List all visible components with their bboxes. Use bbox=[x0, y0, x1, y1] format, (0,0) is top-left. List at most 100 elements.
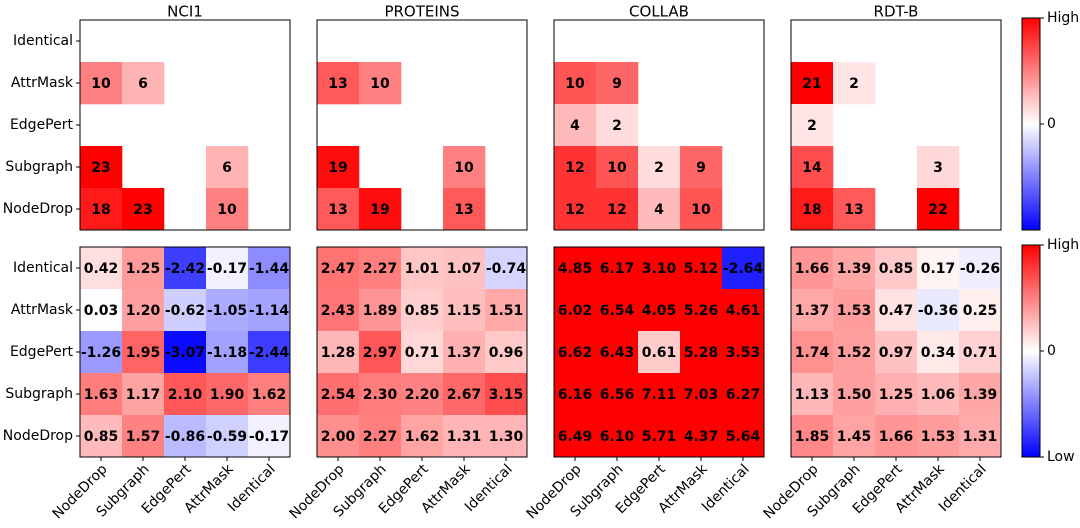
cell-label: 12 bbox=[565, 202, 584, 218]
cell-label: 23 bbox=[91, 160, 110, 176]
heatmap-cell bbox=[875, 289, 918, 332]
y-tick-label: NodeDrop bbox=[3, 201, 73, 217]
heatmap-cell bbox=[554, 331, 597, 374]
cell-label: 13 bbox=[844, 202, 863, 218]
cell-label: 0.71 bbox=[405, 345, 440, 361]
heatmap-cell bbox=[638, 247, 681, 290]
heatmap-cell bbox=[359, 331, 402, 374]
cell-label: 4 bbox=[654, 202, 664, 218]
heatmap-cell bbox=[680, 247, 723, 290]
cell-label: 2.30 bbox=[363, 387, 398, 403]
cell-label: 7.03 bbox=[684, 387, 719, 403]
cell-label: 10 bbox=[607, 160, 627, 176]
cell-label: 2 bbox=[807, 118, 817, 134]
cell-label: 6.27 bbox=[726, 387, 761, 403]
heatmap-cell bbox=[485, 247, 528, 290]
heatmap-cell bbox=[959, 331, 1002, 374]
cell-label: 3.10 bbox=[642, 261, 677, 277]
cell-label: 9 bbox=[696, 160, 706, 176]
heatmap-cell bbox=[443, 289, 486, 332]
cell-label: 13 bbox=[454, 202, 473, 218]
cell-label: -0.62 bbox=[165, 303, 205, 319]
cell-label: 1.31 bbox=[963, 429, 998, 445]
cell-label: 10 bbox=[565, 76, 585, 92]
heatmap-cell bbox=[722, 331, 765, 374]
heatmap-cell bbox=[206, 289, 249, 332]
heatmap-cell bbox=[959, 373, 1002, 416]
cell-label: -2.42 bbox=[165, 261, 205, 277]
y-tick-label: EdgePert bbox=[10, 117, 74, 133]
heatmap-cell bbox=[554, 188, 597, 231]
heatmap-cell bbox=[791, 415, 834, 458]
cell-label: 1.01 bbox=[405, 261, 440, 277]
heatmap-cell bbox=[80, 373, 123, 416]
cell-label: 10 bbox=[91, 76, 111, 92]
heatmap-cell bbox=[596, 247, 639, 290]
heatmap-cell bbox=[206, 146, 249, 189]
cell-label: 3.53 bbox=[726, 345, 761, 361]
heatmap-cell bbox=[554, 62, 597, 105]
heatmap-cell bbox=[791, 289, 834, 332]
heatmap-cell bbox=[443, 247, 486, 290]
cell-label: -0.26 bbox=[960, 261, 1000, 277]
heatmap-cell bbox=[791, 373, 834, 416]
cell-label: 19 bbox=[370, 202, 389, 218]
cell-label: 2.47 bbox=[321, 261, 356, 277]
cell-label: 4.61 bbox=[726, 303, 761, 319]
cell-label: 2.10 bbox=[168, 387, 203, 403]
heatmap-cell bbox=[317, 146, 360, 189]
heatmap-cell bbox=[875, 247, 918, 290]
y-tick-label: AttrMask bbox=[11, 75, 74, 91]
heatmap-cell bbox=[122, 62, 165, 105]
heatmap-cell bbox=[596, 104, 639, 147]
cell-label: 1.17 bbox=[126, 387, 161, 403]
heatmap-cell bbox=[206, 247, 249, 290]
colorbar-tick-label: High bbox=[1047, 237, 1079, 253]
heatmap-cell bbox=[164, 415, 207, 458]
heatmap-cell bbox=[485, 289, 528, 332]
heatmap-cell bbox=[443, 188, 486, 231]
cell-label: 10 bbox=[454, 160, 474, 176]
cell-label: 6 bbox=[138, 76, 148, 92]
panel-title: COLLAB bbox=[629, 3, 689, 21]
heatmap-cell bbox=[638, 373, 681, 416]
y-tick-label: NodeDrop bbox=[3, 428, 73, 444]
heatmap-cell bbox=[917, 247, 960, 290]
heatmap-cell bbox=[680, 331, 723, 374]
heatmap-cell bbox=[164, 247, 207, 290]
cell-label: 6.17 bbox=[600, 261, 635, 277]
heatmap-cell bbox=[401, 247, 444, 290]
cell-label: 6.43 bbox=[600, 345, 635, 361]
cell-label: 1.25 bbox=[126, 261, 161, 277]
heatmap-cell bbox=[791, 331, 834, 374]
cell-label: 3.15 bbox=[489, 387, 524, 403]
heatmap-cell bbox=[206, 188, 249, 231]
cell-label: 1.57 bbox=[126, 429, 161, 445]
heatmap-cell bbox=[722, 373, 765, 416]
heatmap-cell bbox=[443, 331, 486, 374]
heatmap-cell bbox=[638, 146, 681, 189]
cell-label: 10 bbox=[691, 202, 711, 218]
cell-label: 2.54 bbox=[321, 387, 356, 403]
cell-label: 18 bbox=[802, 202, 821, 218]
cell-label: 3 bbox=[933, 160, 943, 176]
heatmap-cell bbox=[206, 415, 249, 458]
cell-label: 1.45 bbox=[837, 429, 872, 445]
cell-label: 1.66 bbox=[879, 429, 914, 445]
heatmap-cell bbox=[791, 62, 834, 105]
heatmap-cell bbox=[248, 247, 291, 290]
heatmap-cell bbox=[638, 188, 681, 231]
cell-label: 2.00 bbox=[321, 429, 356, 445]
heatmap-cell bbox=[833, 415, 876, 458]
heatmap-cell bbox=[638, 289, 681, 332]
cell-label: 1.90 bbox=[210, 387, 245, 403]
heatmap-cell bbox=[722, 289, 765, 332]
heatmap-cell bbox=[485, 373, 528, 416]
y-tick-label: Subgraph bbox=[5, 386, 73, 402]
heatmap-cell bbox=[317, 188, 360, 231]
heatmap-cell bbox=[401, 331, 444, 374]
y-tick-label: Identical bbox=[13, 33, 73, 49]
panel-frame bbox=[316, 19, 528, 231]
cell-label: -0.74 bbox=[486, 261, 527, 277]
cell-label: -3.07 bbox=[165, 345, 205, 361]
